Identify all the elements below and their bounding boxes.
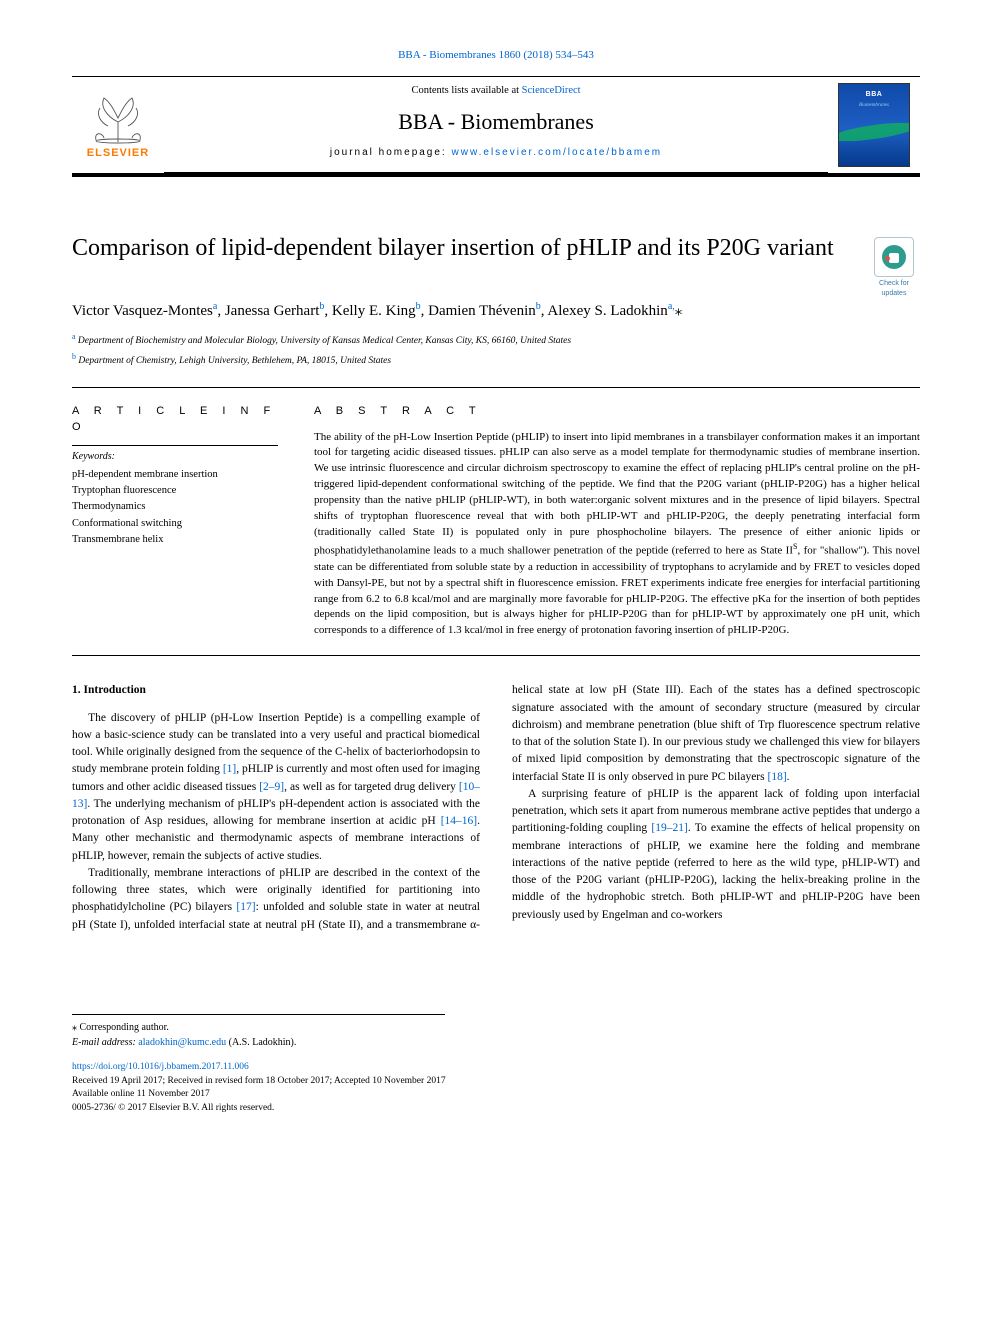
cover-subtitle: Biomembranes (839, 102, 909, 109)
journal-name: BBA - Biomembranes (164, 106, 828, 138)
citation-link[interactable]: [1] (223, 763, 236, 775)
keyword-item: Thermodynamics (72, 499, 278, 515)
abstract-text: The ability of the pH-Low Insertion Pept… (314, 430, 920, 640)
article-title: Comparison of lipid-dependent bilayer in… (72, 233, 848, 263)
online-line: Available online 11 November 2017 (72, 1088, 920, 1102)
footnotes: ⁎ Corresponding author. E-mail address: … (72, 1014, 445, 1051)
keyword-item: Tryptophan fluorescence (72, 483, 278, 499)
body-paragraph: The discovery of pHLIP (pH-Low Insertion… (72, 710, 480, 865)
contents-line: Contents lists available at ScienceDirec… (164, 83, 828, 98)
body-paragraph: A surprising feature of pHLIP is the app… (512, 786, 920, 924)
cover-title: BBA (839, 90, 909, 100)
keyword-item: Conformational switching (72, 516, 278, 532)
citation-link[interactable]: [18] (768, 771, 787, 783)
updates-mark-icon (882, 245, 906, 269)
email-line: E-mail address: aladokhin@kumc.edu (A.S.… (72, 1036, 445, 1051)
issn-line: 0005-2736/ © 2017 Elsevier B.V. All righ… (72, 1102, 920, 1116)
article-info-label: A R T I C L E I N F O (72, 404, 278, 436)
publisher-logo[interactable]: ELSEVIER (72, 77, 164, 173)
check-updates-badge[interactable]: Check for updates (868, 237, 920, 299)
keyword-item: Transmembrane helix (72, 532, 278, 548)
author-list: Victor Vasquez-Montesa, Janessa Gerhartb… (72, 299, 920, 323)
doi-link[interactable]: https://doi.org/10.1016/j.bbamem.2017.11… (72, 1062, 249, 1072)
cover-ribbon-icon (838, 119, 910, 145)
received-line: Received 19 April 2017; Received in revi… (72, 1075, 920, 1089)
journal-reference: BBA - Biomembranes 1860 (2018) 534–543 (72, 48, 920, 64)
keywords-heading: Keywords: (72, 445, 278, 465)
affiliation: b Department of Chemistry, Lehigh Univer… (72, 351, 920, 369)
publication-meta: https://doi.org/10.1016/j.bbamem.2017.11… (72, 1061, 920, 1116)
journal-ref-link[interactable]: BBA - Biomembranes 1860 (2018) 534–543 (398, 49, 594, 61)
journal-header: ELSEVIER Contents lists available at Sci… (72, 76, 920, 177)
email-link[interactable]: aladokhin@kumc.edu (138, 1037, 226, 1048)
citation-link[interactable]: [17] (236, 901, 255, 913)
section-divider (72, 387, 920, 388)
corresponding-author: ⁎ Corresponding author. (72, 1021, 445, 1036)
citation-link[interactable]: [19–21] (651, 822, 687, 834)
updates-badge-label: Check for updates (879, 280, 909, 297)
citation-link[interactable]: [14–16] (441, 815, 477, 827)
sciencedirect-link[interactable]: ScienceDirect (522, 85, 581, 96)
keyword-item: pH-dependent membrane insertion (72, 467, 278, 483)
affiliation: a Department of Biochemistry and Molecul… (72, 331, 920, 349)
article-body: 1. Introduction The discovery of pHLIP (… (72, 682, 920, 934)
citation-link[interactable]: [2–9] (259, 781, 284, 793)
journal-cover[interactable]: BBA Biomembranes (828, 77, 920, 173)
abstract-label: A B S T R A C T (314, 404, 920, 420)
keywords-list: pH-dependent membrane insertionTryptopha… (72, 467, 278, 548)
journal-homepage: journal homepage: www.elsevier.com/locat… (164, 146, 828, 161)
elsevier-tree-icon (86, 92, 150, 144)
journal-homepage-link[interactable]: www.elsevier.com/locate/bbamem (452, 147, 663, 158)
intro-heading: 1. Introduction (72, 682, 480, 699)
publisher-name: ELSEVIER (87, 146, 149, 162)
